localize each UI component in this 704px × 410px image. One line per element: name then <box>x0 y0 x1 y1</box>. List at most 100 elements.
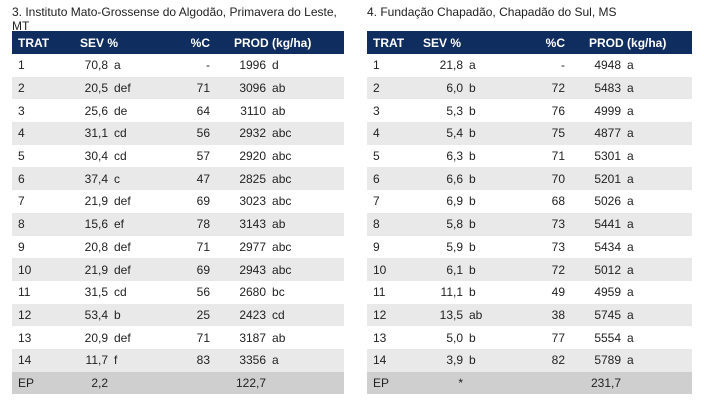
header-sev: SEV % <box>80 35 119 50</box>
cell-sev: 30,4 <box>84 149 108 164</box>
table-footer-row: EP * 231,7 <box>367 371 693 395</box>
cell-prod: 3023 <box>239 194 267 209</box>
cell-sev: 21,9 <box>84 262 108 277</box>
cell-trat: 13 <box>373 330 387 345</box>
cell-sev-letter: b <box>469 171 476 186</box>
table-panel-right: 4. Fundação Chapadão, Chapadão do Sul, M… <box>367 0 693 395</box>
cell-prod-letter: abc <box>272 239 292 254</box>
cell-sev: 70,8 <box>84 58 108 73</box>
cell-sev: 5,4 <box>446 126 463 141</box>
cell-prod-letter: a <box>627 58 634 73</box>
cell-sev-letter: cd <box>114 285 127 300</box>
cell-sev-letter: b <box>469 81 476 96</box>
table-row: 5 30,4 cd 57 2920 abc <box>12 145 344 168</box>
cell-prod-letter: a <box>627 149 634 164</box>
cell-footer-prod: 122,7 <box>235 375 267 390</box>
cell-c: 68 <box>551 194 566 209</box>
cell-c: 71 <box>196 81 211 96</box>
table-body: 1 70,8 a -1996 d 2 20,5 def 71 3096 ab 3 25,6 de 64 311… <box>12 54 345 395</box>
table-row: 8 15,6 ef 78 3143 ab <box>12 212 345 236</box>
cell-prod-letter: cd <box>272 307 285 322</box>
cell-sev: 31,5 <box>84 285 108 300</box>
table-row: 11 11,1 b 49 4959 a <box>367 281 692 304</box>
cell-c: 82 <box>551 353 566 368</box>
cell-trat: 3 <box>18 103 25 118</box>
cell-prod: 3110 <box>240 103 267 118</box>
header-trat: TRAT <box>373 35 405 50</box>
cell-prod-letter: a <box>627 353 634 368</box>
cell-c: 56 <box>196 285 211 300</box>
cell-trat: 14 <box>18 353 32 368</box>
cell-prod-letter: abc <box>272 126 292 141</box>
header-prod: PROD (kg/ha) <box>589 35 667 50</box>
cell-empty <box>170 372 210 395</box>
table-footer-row: EP 2,2 122,7 <box>12 371 345 395</box>
cell-sev-letter: ef <box>114 217 125 232</box>
cell-trat: 5 <box>18 149 25 164</box>
cell-prod: 5441 <box>594 217 622 232</box>
cell-trat: 14 <box>373 353 387 368</box>
cell-prod: 4948 <box>594 58 622 73</box>
table-title: 3. Instituto Mato-Grossense do Algodão, … <box>12 5 337 33</box>
cell-prod: 5483 <box>594 81 622 96</box>
cell-sev: 5,3 <box>446 103 463 118</box>
table-row: 6 37,4 c 47 2825 abc <box>12 167 345 191</box>
cell-footer-sev: * <box>458 375 463 390</box>
cell-c: 69 <box>196 194 211 209</box>
cell-empty <box>108 372 170 395</box>
cell-sev-letter: f <box>114 353 118 368</box>
cell-footer-prod: 231,7 <box>590 375 622 390</box>
cell-prod: 4999 <box>594 103 622 118</box>
cell-trat: 1 <box>18 58 25 73</box>
cell-sev: 15,6 <box>84 217 108 232</box>
cell-footer-label: EP <box>373 375 390 390</box>
cell-prod-letter: a <box>627 81 634 96</box>
cell-prod: 5026 <box>594 194 622 209</box>
table-row: 14 11,7 f 83 3356 a <box>12 348 345 372</box>
cell-prod: 4877 <box>594 126 622 141</box>
cell-sev-letter: b <box>469 217 476 232</box>
cell-sev-letter: cd <box>114 149 127 164</box>
table-row: 6 6,6 b 70 5201 a <box>367 167 693 191</box>
header-trat: TRAT <box>18 35 50 50</box>
cell-sev-letter: b <box>469 103 476 118</box>
cell-trat: 7 <box>373 194 380 209</box>
cell-prod-letter: abc <box>272 262 292 277</box>
cell-trat: 11 <box>18 285 31 300</box>
cell-c: 73 <box>551 239 566 254</box>
cell-prod: 2932 <box>239 126 267 141</box>
cell-sev: 20,9 <box>84 330 108 345</box>
cell-sev-letter: b <box>469 262 476 277</box>
table-row: 12 53,4 b 25 2423 cd <box>12 303 345 327</box>
cell-sev-letter: a <box>114 58 121 73</box>
cell-trat: 11 <box>373 285 386 300</box>
cell-prod: 5434 <box>594 239 622 254</box>
cell-trat: 9 <box>18 239 25 254</box>
cell-sev-letter: def <box>114 81 131 96</box>
results-table: TRAT SEV % %C PROD (kg/ha) 1 70,8 a - 1996 d 2… <box>12 31 345 395</box>
cell-footer-sev: 2,2 <box>91 375 108 390</box>
cell-trat: 3 <box>373 103 380 118</box>
cell-sev-letter: de <box>114 103 128 118</box>
cell-c: 72 <box>551 81 566 96</box>
cell-prod-letter: a <box>627 217 634 232</box>
table-row: 10 21,9 def 69 2943 abc <box>12 258 345 281</box>
cell-sev: 37,4 <box>84 171 108 186</box>
cell-c: 47 <box>196 171 211 186</box>
cell-c: 69 <box>196 262 211 277</box>
cell-prod-letter: d <box>272 58 279 73</box>
cell-trat: 10 <box>373 262 387 277</box>
cell-prod-letter: a <box>627 262 634 277</box>
cell-c: - <box>561 58 566 73</box>
cell-prod: 5301 <box>594 149 622 164</box>
cell-prod: 5201 <box>594 171 622 186</box>
cell-prod-letter: a <box>627 307 634 322</box>
table-row: 2 20,5 def 71 3096 ab <box>12 76 345 100</box>
table-body: 1 21,8 a -4948 a 2 6,0 b 72 5483 a 3 5,3 b 76 4999 a 4 5,4… <box>367 54 693 395</box>
table-row: 8 5,8 b 73 5441 a <box>367 212 693 236</box>
cell-trat: 4 <box>18 126 25 141</box>
cell-prod: 5554 <box>594 330 622 345</box>
cell-empty <box>266 372 344 395</box>
cell-prod-letter: a <box>627 239 634 254</box>
cell-sev: 21,9 <box>84 194 108 209</box>
